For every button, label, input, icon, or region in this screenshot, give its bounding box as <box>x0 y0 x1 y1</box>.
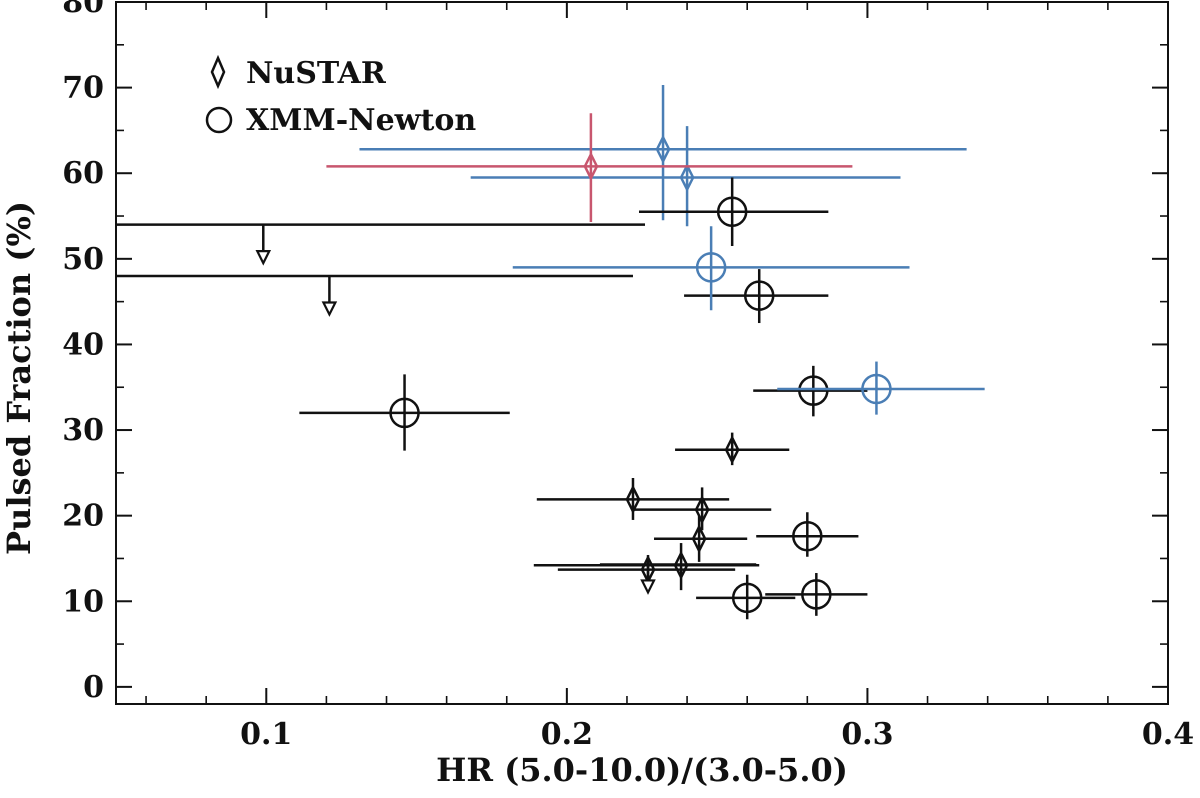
diamond-marker <box>694 494 710 525</box>
data-point <box>470 126 901 227</box>
data-point <box>536 477 730 520</box>
y-tick-label: 80 <box>62 0 104 20</box>
data-point <box>753 365 868 417</box>
data-point <box>299 374 510 451</box>
circle-marker <box>695 252 727 283</box>
data-point <box>765 573 868 616</box>
data-point <box>512 226 910 311</box>
data-point <box>116 274 633 317</box>
x-axis-title: HR (5.0-10.0)/(3.0-5.0) <box>436 751 848 789</box>
data-point <box>675 432 790 466</box>
data-point <box>599 563 757 595</box>
y-tick-label: 60 <box>62 156 104 191</box>
legend-circle-marker <box>205 106 233 134</box>
y-tick-label: 70 <box>62 71 104 106</box>
data-point <box>654 515 748 562</box>
legend: NuSTAR XMM-Newton <box>205 54 476 138</box>
x-tick-label: 0.2 <box>541 717 593 752</box>
y-tick-label: 10 <box>62 584 104 619</box>
diamond-marker <box>724 434 740 465</box>
data-point <box>684 269 829 324</box>
circle-marker <box>389 397 420 429</box>
axes-layer: 0.1 0.2 0.3 0.4 0 10 20 30 40 50 60 70 80 <box>62 0 1194 752</box>
data-layer <box>116 85 985 620</box>
data-point <box>756 512 859 557</box>
data-point <box>696 574 796 620</box>
upper-limit-arrow-head <box>255 250 272 266</box>
circle-marker <box>798 375 829 406</box>
legend-diamond-marker <box>210 54 226 90</box>
diamond-marker <box>625 484 641 515</box>
y-tick-label: 0 <box>83 670 104 705</box>
circle-marker <box>861 373 892 405</box>
diamond-marker <box>691 523 707 554</box>
circle-marker <box>801 579 832 610</box>
y-tick-label: 20 <box>62 499 104 534</box>
y-axis-title: Pulsed Fraction (%) <box>0 201 38 555</box>
data-point <box>116 223 646 266</box>
legend-label-nustar: NuSTAR <box>246 56 387 91</box>
data-point <box>359 85 967 221</box>
y-tick-label: 40 <box>62 327 104 362</box>
diamond-marker <box>655 134 671 165</box>
x-tick-label: 0.3 <box>841 717 893 752</box>
circle-marker <box>792 520 823 552</box>
plot-frame <box>115 1 1169 705</box>
data-point <box>638 177 829 246</box>
x-tick-label: 0.1 <box>240 717 292 752</box>
data-point <box>326 113 853 223</box>
data-point <box>777 361 985 415</box>
diamond-marker <box>679 162 695 193</box>
diamond-marker <box>583 151 599 182</box>
circle-marker <box>716 196 748 227</box>
x-tick-label: 0.4 <box>1142 717 1194 752</box>
circle-marker <box>743 280 775 311</box>
y-tick-label: 30 <box>62 413 104 448</box>
data-point <box>632 487 772 531</box>
y-tick-label: 50 <box>62 242 104 277</box>
upper-limit-arrow-head <box>640 579 656 595</box>
legend-label-xmm-newton: XMM-Newton <box>246 103 476 138</box>
diamond-marker <box>673 550 689 581</box>
upper-limit-arrow-head <box>321 301 338 317</box>
circle-marker <box>731 582 763 614</box>
